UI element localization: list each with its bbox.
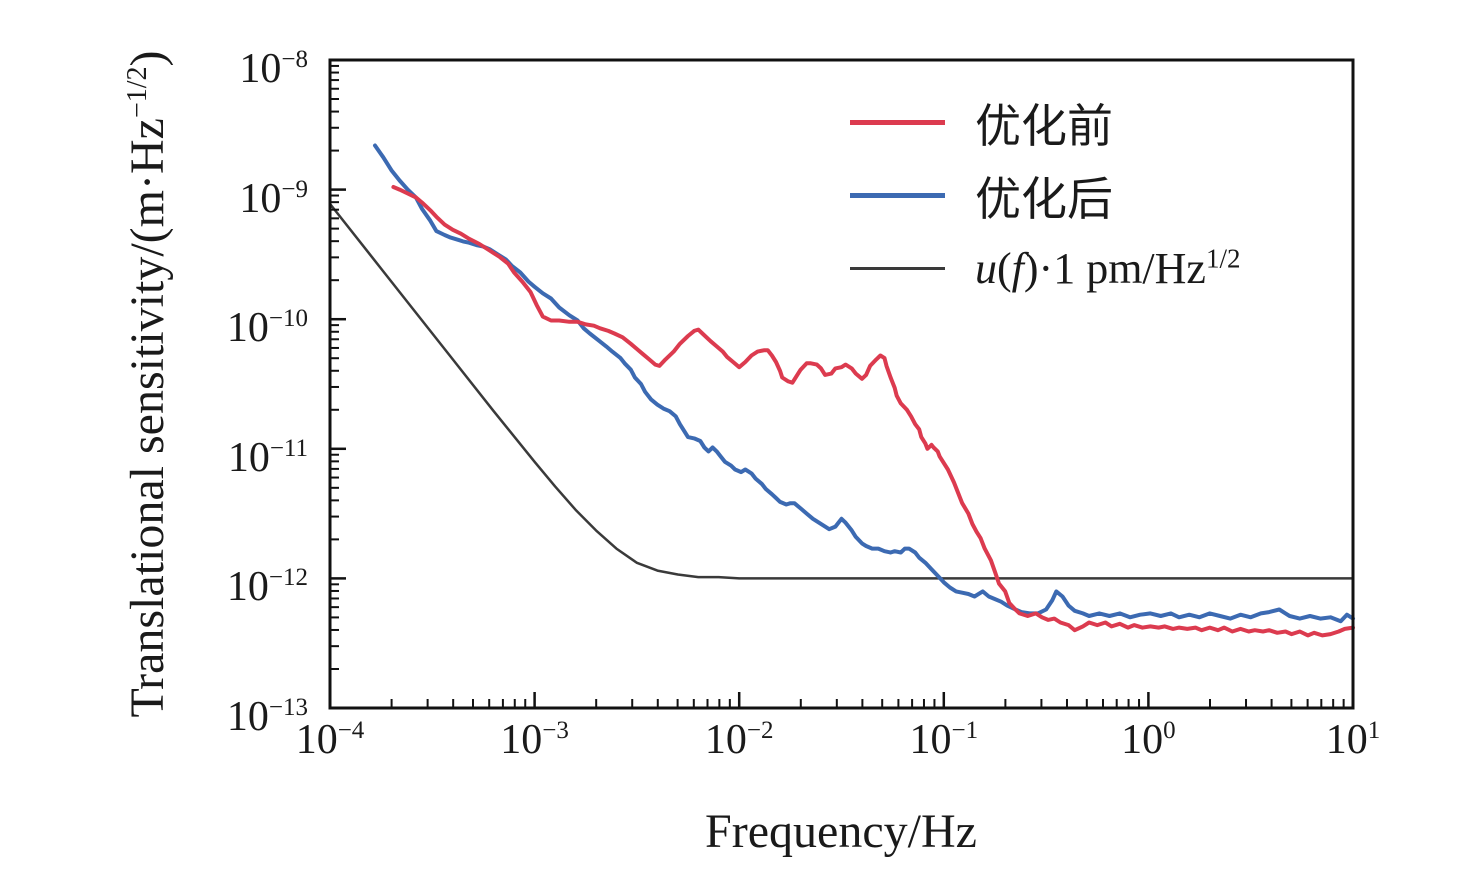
math-f: f [1011,244,1024,293]
legend-label-requirement-curve: u(f)·1 pm/Hz1/2 [975,243,1240,294]
legend-item-before-optimization: 优化前 [850,86,1240,159]
x-tick-label: 10−2 [704,717,774,763]
x-tick-label: 100 [1121,717,1176,763]
y-axis-title-text: Translational sensitivity/(m·Hz [121,118,174,718]
legend-item-requirement-curve: u(f)·1 pm/Hz1/2 [850,232,1240,305]
series-line [328,202,1355,580]
series-line [373,143,1355,624]
x-axis-title: Frequency/Hz [705,805,977,858]
y-axis-title-sup: −1/2 [122,66,153,119]
legend-line-blue [850,193,945,198]
y-tick-label: 10−11 [227,434,308,481]
math-rest: )·1 pm/Hz [1023,244,1206,293]
y-tick-label: 10−9 [239,175,308,222]
x-tick-label: 10−4 [295,717,365,763]
legend-line-red [850,120,945,125]
legend: 优化前 优化后 u(f)·1 pm/Hz1/2 [850,86,1240,305]
math-sup: 1/2 [1205,243,1241,274]
x-tick-label: 101 [1325,717,1381,763]
legend-label-before-optimization: 优化前 [975,100,1113,152]
x-tick-label: 10−1 [909,717,979,763]
math-u: u [975,244,997,293]
plot-border [328,58,1355,710]
legend-line-black [850,267,945,270]
math-paren-open: ( [997,244,1012,293]
legend-label-after-optimization: 优化后 [975,173,1113,225]
y-tick-label: 10−10 [226,305,308,352]
x-tick-label: 10−3 [500,717,569,763]
y-tick-label: 10−8 [239,46,308,92]
y-axis-title-close: ) [121,50,174,67]
y-tick-label: 10−13 [226,694,308,740]
y-axis-title: Translational sensitivity/(m·Hz−1/2) [109,0,174,834]
legend-item-after-optimization: 优化后 [850,159,1240,232]
y-tick-label: 10−12 [226,564,308,611]
series-line [391,185,1355,638]
